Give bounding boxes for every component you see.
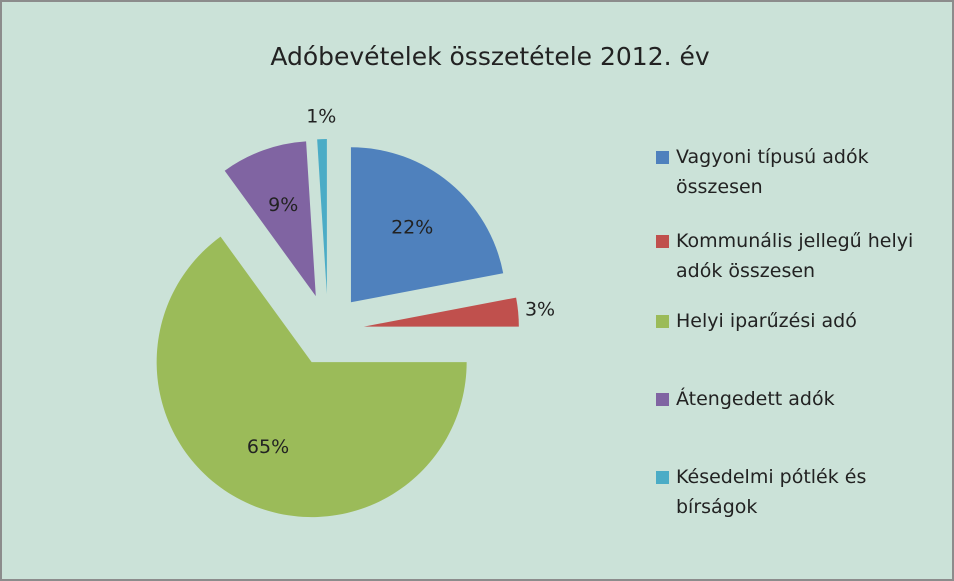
chart-title: Adóbevételek összetétele 2012. év xyxy=(270,42,710,71)
pie-slice xyxy=(317,139,327,295)
legend-label: Kommunális jellegű helyi adók összesen xyxy=(676,230,914,282)
legend-label: Vagyoni típusú adók összesen xyxy=(676,146,869,198)
data-label: 22% xyxy=(391,217,433,239)
legend-label: Helyi iparűzési adó xyxy=(676,310,857,332)
legend-swatch xyxy=(656,235,669,248)
legend-swatch xyxy=(656,315,669,328)
pie-slice xyxy=(224,141,316,297)
pie-slice xyxy=(363,297,519,327)
data-label: 1% xyxy=(306,106,336,128)
legend-label: Késedelmi pótlék és bírságok xyxy=(676,466,867,518)
data-label: 3% xyxy=(525,298,555,320)
legend-swatch xyxy=(656,393,669,406)
legend-swatch xyxy=(656,151,669,164)
data-label: 65% xyxy=(247,436,289,458)
legend-label: Átengedett adók xyxy=(676,388,835,410)
pie-slice xyxy=(156,236,467,518)
pie-slice xyxy=(350,147,504,303)
legend-swatch xyxy=(656,471,669,484)
data-label: 9% xyxy=(268,194,298,216)
